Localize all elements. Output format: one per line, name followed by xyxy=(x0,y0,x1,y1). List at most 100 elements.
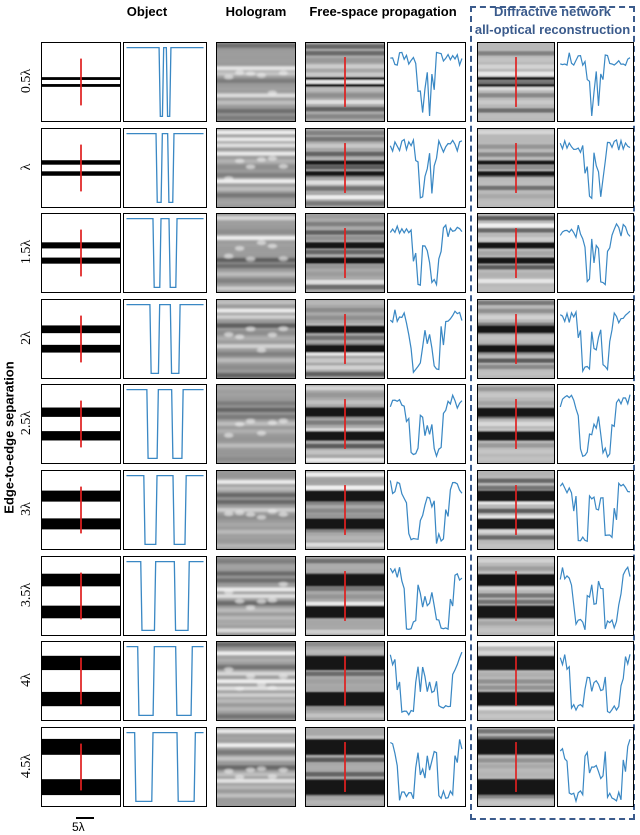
object-profile-curve xyxy=(126,732,204,802)
object-profile-panel xyxy=(123,470,207,550)
row-label: 3.5λ xyxy=(19,582,34,608)
object-image-panel xyxy=(41,299,121,379)
edge-separation-axis-label: Edge-to-edge separation xyxy=(1,361,17,514)
header-diffractive-line2: all-optical reconstruction xyxy=(474,22,631,37)
diffractive-profile-panel xyxy=(557,470,634,550)
free-space-profile-panel xyxy=(387,727,466,807)
header-free-space: Free-space propagation xyxy=(309,4,457,19)
hologram-panel xyxy=(216,213,296,293)
diffractive-profile-curve xyxy=(559,739,631,804)
object-image-panel xyxy=(41,384,121,464)
diffractive-profile-panel xyxy=(557,128,634,208)
hologram-panel xyxy=(216,727,296,807)
free-space-profile-panel xyxy=(387,42,466,122)
free-space-profile-panel xyxy=(387,556,466,636)
diffractive-profile-curve xyxy=(559,309,631,374)
object-profile-curve xyxy=(126,218,204,288)
free-space-profile-curve xyxy=(389,223,463,287)
object-profile-curve xyxy=(126,133,204,203)
row-label: λ xyxy=(19,163,34,171)
object-profile-panel xyxy=(123,42,207,122)
diffractive-profile-curve xyxy=(559,222,631,286)
free-space-image-panel xyxy=(305,727,385,807)
free-space-profile-panel xyxy=(387,213,466,293)
scale-bar xyxy=(76,817,94,819)
diffractive-profile-panel xyxy=(557,213,634,293)
row-label: 3λ xyxy=(19,502,34,516)
free-space-profile-curve xyxy=(389,309,463,374)
diffractive-profile-panel xyxy=(557,42,634,122)
free-space-image-panel xyxy=(305,42,385,122)
diffractive-profile-panel xyxy=(557,641,634,721)
object-image-panel xyxy=(41,213,121,293)
free-space-image-panel xyxy=(305,384,385,464)
free-space-image-panel xyxy=(305,213,385,293)
object-image-panel xyxy=(41,556,121,636)
free-space-image-panel xyxy=(305,641,385,721)
free-space-profile-curve xyxy=(389,137,463,199)
diffractive-profile-curve xyxy=(559,565,631,630)
free-space-profile-curve xyxy=(389,393,463,459)
diffractive-profile-curve xyxy=(559,654,631,714)
object-profile-curve xyxy=(126,475,204,545)
header-object: Object xyxy=(126,4,168,19)
object-profile-panel xyxy=(123,299,207,379)
hologram-panel xyxy=(216,384,296,464)
object-profile-curve xyxy=(126,304,204,374)
free-space-profile-panel xyxy=(387,641,466,721)
diffractive-profile-panel xyxy=(557,384,634,464)
header-hologram: Hologram xyxy=(225,4,287,19)
diffractive-image-panel xyxy=(477,42,555,122)
row-label: 1.5λ xyxy=(19,239,34,265)
diffractive-image-panel xyxy=(477,213,555,293)
row-label: 0.5λ xyxy=(19,68,34,94)
diffractive-profile-curve xyxy=(559,481,631,543)
object-image-panel xyxy=(41,727,121,807)
hologram-panel xyxy=(216,641,296,721)
object-profile-panel xyxy=(123,384,207,464)
hologram-panel xyxy=(216,470,296,550)
hologram-panel xyxy=(216,128,296,208)
free-space-image-panel xyxy=(305,299,385,379)
free-space-profile-curve xyxy=(389,567,463,631)
object-profile-panel xyxy=(123,556,207,636)
diffractive-profile-panel xyxy=(557,727,634,807)
free-space-profile-curve xyxy=(389,651,463,716)
object-profile-panel xyxy=(123,128,207,208)
object-profile-curve xyxy=(126,646,204,716)
row-label: 2λ xyxy=(19,331,34,345)
diffractive-profile-curve xyxy=(559,138,631,200)
diffractive-profile-panel xyxy=(557,299,634,379)
free-space-profile-curve xyxy=(390,739,463,801)
diffractive-image-panel xyxy=(477,128,555,208)
diffractive-profile-curve xyxy=(560,52,631,116)
free-space-image-panel xyxy=(305,470,385,550)
object-profile-panel xyxy=(123,213,207,293)
object-profile-curve xyxy=(126,561,204,631)
hologram-panel xyxy=(216,556,296,636)
object-image-panel xyxy=(41,641,121,721)
free-space-profile-panel xyxy=(387,384,466,464)
free-space-image-panel xyxy=(305,128,385,208)
free-space-image-panel xyxy=(305,556,385,636)
diffractive-image-panel xyxy=(477,299,555,379)
hologram-panel xyxy=(216,42,296,122)
scale-bar-label: 5λ xyxy=(72,820,85,834)
free-space-profile-panel xyxy=(387,470,466,550)
free-space-profile-panel xyxy=(387,299,466,379)
free-space-profile-curve xyxy=(390,51,463,117)
object-profile-curve xyxy=(126,47,204,117)
row-label: 2.5λ xyxy=(19,410,34,436)
diffractive-image-panel xyxy=(477,470,555,550)
object-profile-panel xyxy=(123,727,207,807)
hologram-panel xyxy=(216,299,296,379)
diffractive-network-box xyxy=(470,6,635,820)
diffractive-image-panel xyxy=(477,641,555,721)
object-profile-curve xyxy=(126,389,204,459)
diffractive-profile-curve xyxy=(559,394,631,459)
object-image-panel xyxy=(41,42,121,122)
object-image-panel xyxy=(41,128,121,208)
diffractive-image-panel xyxy=(477,556,555,636)
row-label: 4λ xyxy=(19,673,34,687)
row-label: 4.5λ xyxy=(19,753,34,779)
